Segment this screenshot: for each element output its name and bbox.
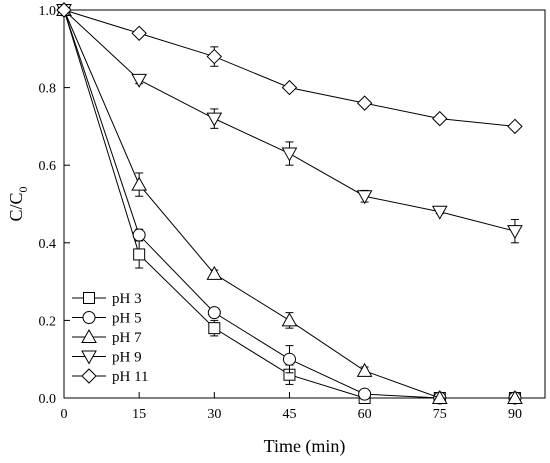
legend-item: pH 11 (72, 368, 149, 385)
data-point (356, 362, 373, 377)
legend-item: pH 5 (72, 311, 142, 327)
x-axis-ticks: 0 15 30 45 60 75 90 (61, 392, 522, 422)
y-tick-label: 0.4 (39, 237, 57, 252)
x-tick-label: 90 (508, 407, 522, 422)
data-point (507, 118, 523, 135)
legend-item: pH 3 (72, 291, 142, 307)
plot-area-frame (63, 9, 546, 399)
data-point (282, 352, 296, 366)
x-tick-label: 45 (282, 407, 296, 422)
data-point (432, 110, 448, 127)
legend-marker (83, 292, 95, 304)
data-point (281, 147, 298, 162)
data-point (431, 205, 448, 220)
data-point (132, 228, 146, 242)
y-tick-label: 0.8 (39, 82, 57, 97)
y-axis-label-subscript: 0 (16, 186, 30, 192)
data-point (56, 2, 72, 18)
data-point (206, 265, 223, 280)
x-axis-label: Time (min) (264, 436, 346, 457)
x-tick-label: 75 (433, 407, 447, 422)
y-tick-label: 1.0 (39, 4, 57, 19)
data-point (507, 389, 523, 404)
legend-label: pH 5 (112, 311, 142, 327)
data-point (507, 225, 523, 240)
legend-marker (82, 311, 96, 324)
legend-marker (81, 368, 97, 384)
series-layer (56, 1, 523, 405)
y-axis-label: C/C0 (6, 186, 30, 221)
data-point (131, 73, 148, 88)
data-point (281, 312, 298, 327)
series-line (63, 9, 515, 127)
y-tick-label: 0.6 (39, 159, 57, 174)
legend-label: pH 7 (112, 330, 142, 346)
data-point (356, 190, 373, 205)
data-point (207, 306, 221, 320)
legend-item: pH 9 (72, 350, 142, 366)
data-point (133, 248, 146, 261)
legend: pH 3 pH 5 pH 7 pH 9 pH 11 (72, 291, 149, 385)
x-tick-label: 30 (207, 407, 221, 422)
x-tick-label: 0 (61, 407, 68, 422)
y-tick-label: 0.0 (39, 392, 57, 407)
legend-label: pH 11 (112, 369, 149, 385)
legend-marker (81, 328, 97, 343)
data-point (431, 389, 448, 404)
data-point (206, 112, 223, 127)
data-point (356, 95, 373, 111)
data-point (358, 387, 372, 401)
series-ph-11 (56, 2, 523, 135)
data-point (131, 25, 147, 41)
y-axis-ticks: 0.0 0.2 0.4 0.6 0.8 1.0 (39, 4, 70, 407)
legend-label: pH 9 (112, 350, 142, 366)
x-tick-label: 60 (358, 407, 372, 422)
legend-item: pH 7 (72, 328, 142, 346)
series-ph-9 (56, 4, 523, 244)
legend-marker (81, 350, 97, 365)
data-point (206, 48, 223, 65)
series-line (63, 9, 516, 232)
data-point (208, 322, 221, 335)
data-point (281, 79, 298, 96)
legend-label: pH 3 (112, 291, 142, 307)
data-point (131, 176, 148, 191)
y-axis-label-main: C/C (6, 192, 26, 221)
series-ph-7 (56, 1, 523, 404)
x-tick-label: 15 (132, 407, 146, 422)
y-tick-label: 0.2 (39, 314, 57, 329)
